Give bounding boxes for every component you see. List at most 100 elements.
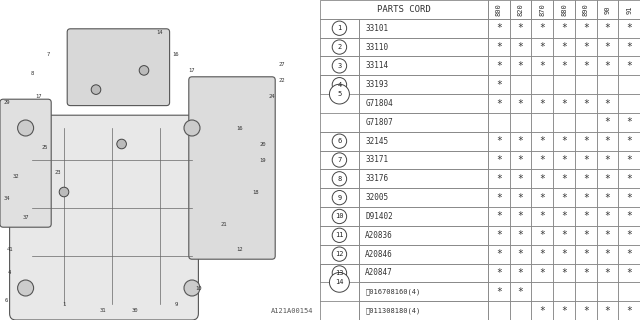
Circle shape bbox=[184, 280, 200, 296]
Text: *: * bbox=[626, 23, 632, 33]
Text: *: * bbox=[583, 230, 589, 240]
Text: *: * bbox=[605, 174, 611, 184]
Text: *: * bbox=[561, 249, 567, 259]
Text: 8: 8 bbox=[337, 176, 342, 182]
Text: *: * bbox=[561, 155, 567, 165]
Text: 3: 3 bbox=[337, 63, 342, 69]
Text: PARTS CORD: PARTS CORD bbox=[377, 5, 431, 14]
Text: Ⓑ016708160(4): Ⓑ016708160(4) bbox=[365, 288, 420, 295]
Text: *: * bbox=[518, 61, 524, 71]
Text: *: * bbox=[626, 306, 632, 316]
Text: *: * bbox=[496, 287, 502, 297]
Text: *: * bbox=[540, 212, 545, 221]
Text: 27: 27 bbox=[278, 61, 285, 67]
Circle shape bbox=[184, 120, 200, 136]
Text: 6: 6 bbox=[337, 138, 342, 144]
Text: *: * bbox=[540, 249, 545, 259]
Text: *: * bbox=[518, 193, 524, 203]
Text: *: * bbox=[496, 42, 502, 52]
Text: *: * bbox=[605, 117, 611, 127]
Text: 33110: 33110 bbox=[365, 43, 388, 52]
Text: *: * bbox=[518, 174, 524, 184]
Text: *: * bbox=[583, 99, 589, 108]
Circle shape bbox=[332, 21, 347, 36]
Text: *: * bbox=[518, 249, 524, 259]
Text: 800: 800 bbox=[496, 3, 502, 16]
Text: 33101: 33101 bbox=[365, 24, 388, 33]
Text: *: * bbox=[605, 230, 611, 240]
Text: 16: 16 bbox=[237, 125, 243, 131]
Text: *: * bbox=[605, 268, 611, 278]
Text: *: * bbox=[583, 306, 589, 316]
Circle shape bbox=[332, 172, 347, 186]
Text: 1: 1 bbox=[62, 301, 66, 307]
Text: A121A00154: A121A00154 bbox=[271, 308, 314, 314]
Text: *: * bbox=[518, 212, 524, 221]
Text: *: * bbox=[605, 61, 611, 71]
Text: 5: 5 bbox=[337, 91, 342, 97]
Circle shape bbox=[60, 187, 69, 197]
Text: *: * bbox=[496, 249, 502, 259]
Text: 32145: 32145 bbox=[365, 137, 388, 146]
Circle shape bbox=[332, 266, 347, 280]
Text: *: * bbox=[540, 268, 545, 278]
Circle shape bbox=[18, 120, 34, 136]
Text: 7: 7 bbox=[337, 157, 342, 163]
Text: *: * bbox=[496, 80, 502, 90]
Text: 33171: 33171 bbox=[365, 156, 388, 164]
Text: 16: 16 bbox=[173, 52, 179, 57]
Text: *: * bbox=[626, 268, 632, 278]
Text: *: * bbox=[626, 155, 632, 165]
Text: *: * bbox=[518, 42, 524, 52]
Text: *: * bbox=[540, 99, 545, 108]
Text: *: * bbox=[605, 306, 611, 316]
Text: 4: 4 bbox=[8, 269, 12, 275]
Text: *: * bbox=[561, 212, 567, 221]
Circle shape bbox=[18, 280, 34, 296]
Text: 17: 17 bbox=[189, 68, 195, 73]
Text: *: * bbox=[540, 61, 545, 71]
Circle shape bbox=[332, 228, 347, 243]
Text: *: * bbox=[540, 23, 545, 33]
Text: 20: 20 bbox=[259, 141, 266, 147]
Text: 10: 10 bbox=[195, 285, 202, 291]
Text: *: * bbox=[561, 306, 567, 316]
Text: 91: 91 bbox=[626, 5, 632, 14]
Text: 1: 1 bbox=[337, 25, 342, 31]
Text: 8: 8 bbox=[30, 71, 34, 76]
Text: *: * bbox=[561, 23, 567, 33]
Text: 30: 30 bbox=[131, 308, 138, 313]
FancyBboxPatch shape bbox=[67, 29, 170, 106]
Text: *: * bbox=[496, 193, 502, 203]
Text: *: * bbox=[518, 268, 524, 278]
Text: A20836: A20836 bbox=[365, 231, 393, 240]
Text: 11: 11 bbox=[335, 232, 344, 238]
Text: 10: 10 bbox=[335, 213, 344, 220]
Text: 6: 6 bbox=[4, 298, 8, 303]
Text: 37: 37 bbox=[22, 215, 29, 220]
Text: *: * bbox=[518, 23, 524, 33]
Text: 21: 21 bbox=[221, 221, 227, 227]
Text: *: * bbox=[626, 42, 632, 52]
Circle shape bbox=[332, 153, 347, 167]
Text: *: * bbox=[540, 42, 545, 52]
Text: 870: 870 bbox=[540, 3, 545, 16]
Text: 33114: 33114 bbox=[365, 61, 388, 70]
Circle shape bbox=[332, 134, 347, 148]
Text: *: * bbox=[626, 230, 632, 240]
Circle shape bbox=[330, 272, 349, 292]
Text: *: * bbox=[496, 99, 502, 108]
Text: *: * bbox=[626, 117, 632, 127]
Text: *: * bbox=[561, 42, 567, 52]
Text: *: * bbox=[583, 193, 589, 203]
Text: *: * bbox=[496, 212, 502, 221]
Text: *: * bbox=[518, 136, 524, 146]
Text: *: * bbox=[561, 61, 567, 71]
Text: *: * bbox=[605, 212, 611, 221]
Text: *: * bbox=[561, 136, 567, 146]
Text: *: * bbox=[583, 42, 589, 52]
Text: *: * bbox=[626, 193, 632, 203]
Text: *: * bbox=[626, 174, 632, 184]
Text: *: * bbox=[583, 155, 589, 165]
Text: 31: 31 bbox=[99, 308, 106, 313]
